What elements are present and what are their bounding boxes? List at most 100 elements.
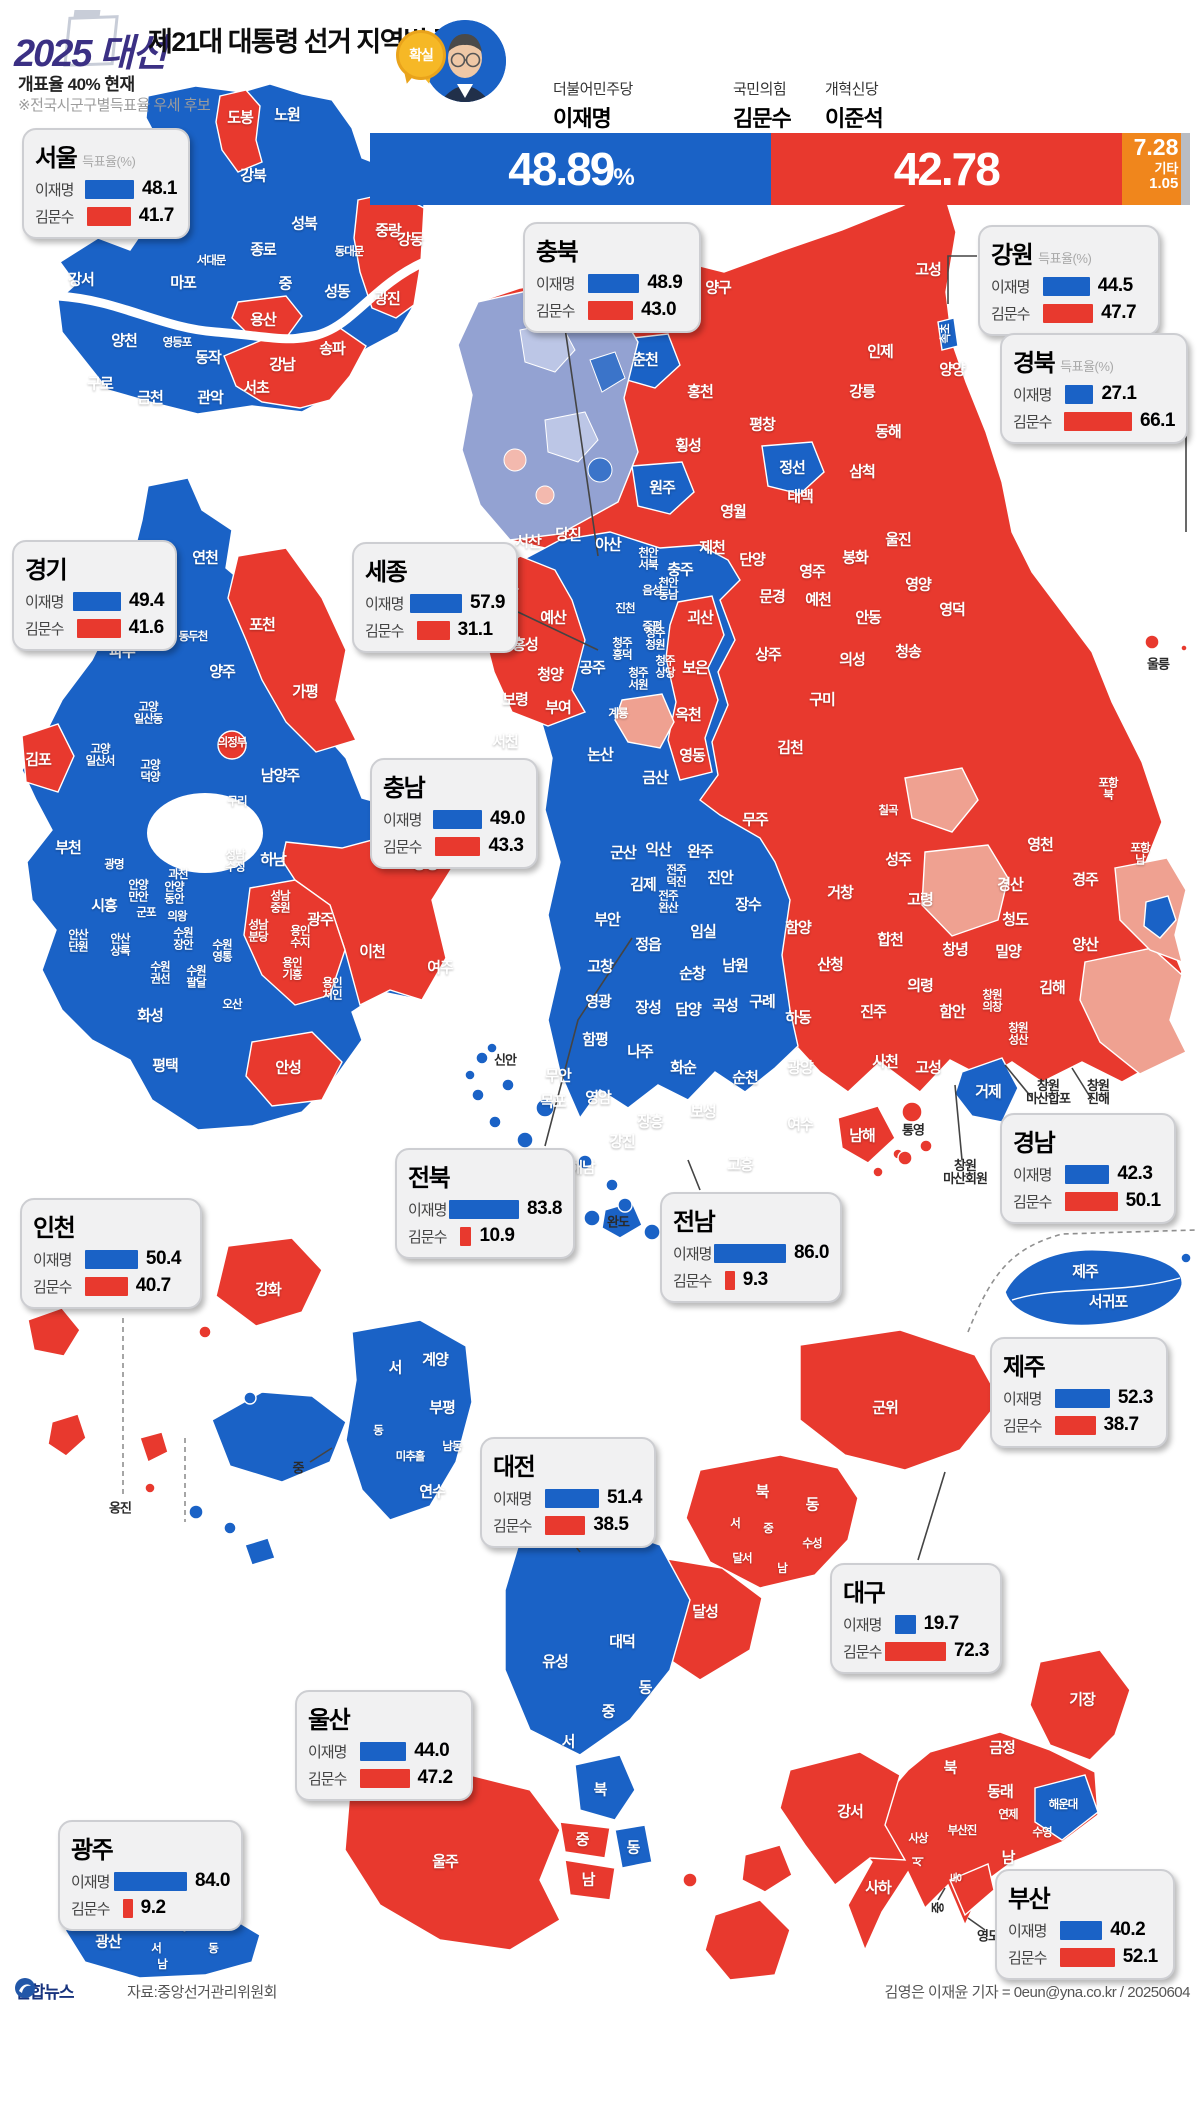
region-title: 강원 득표율(%) xyxy=(991,242,1092,269)
footer: 연합뉴스 자료:중앙선거관리위원회 김영은 이재윤 기자 = 0eun@yna.… xyxy=(15,1978,1190,2008)
ulsan-map xyxy=(344,1754,653,1951)
national-result-bar: 48.89% 42.78 7.28 기타 1.05 xyxy=(370,133,1190,205)
kim-row: 김문수 50.1 xyxy=(1013,1190,1161,1211)
kim-row: 김문수 9.3 xyxy=(673,1269,768,1290)
region-box-seoul: 서울 득표율(%) 이재명 48.1 김문수 41.7 xyxy=(22,128,190,239)
party-name: 더불어민주당 xyxy=(553,81,633,98)
candidate-name: 이준석 xyxy=(825,106,884,131)
jeju-map xyxy=(967,1229,1197,1333)
bar-segment-orange: 7.28 기타 1.05 xyxy=(1121,133,1182,205)
region-box-gyeonggi: 경기 이재명 49.4 김문수 41.6 xyxy=(12,540,177,651)
region-title: 울산 xyxy=(308,1707,351,1734)
region-title: 세종 xyxy=(365,559,408,586)
kim-row: 김문수 31.1 xyxy=(365,619,493,640)
lee-row: 이재명 86.0 xyxy=(673,1242,829,1263)
rate-unit-label: 득표율(%) xyxy=(1038,251,1092,266)
kim-row: 김문수 10.9 xyxy=(408,1225,515,1246)
lee-row: 이재명 50.4 xyxy=(33,1248,181,1269)
kim-row: 김문수 41.7 xyxy=(35,205,174,226)
daegu-map xyxy=(641,1329,1001,1681)
lee-row: 이재명 52.3 xyxy=(1003,1387,1153,1408)
region-box-gyeongbuk: 경북 득표율(%) 이재명 27.1 김문수 66.1 xyxy=(1000,333,1188,444)
subtitle-count-rate: 개표율 40% 현재 xyxy=(18,75,135,94)
region-box-jeonbuk: 전북 이재명 83.8 김문수 10.9 xyxy=(395,1148,575,1259)
region-title: 충남 xyxy=(383,775,426,802)
lee-row: 이재명 83.8 xyxy=(408,1198,562,1219)
candidate-name: 이재명 xyxy=(553,106,612,131)
bar-segment-blue: 48.89% xyxy=(370,133,771,205)
subtitle-note: ※전국시군구별득표율 우세 후보 xyxy=(18,97,211,114)
reporter-credit: 김영은 이재윤 기자 = 0eun@yna.co.kr / 20250604 xyxy=(884,1984,1190,2001)
lee-row: 이재명 57.9 xyxy=(365,592,505,613)
candidate-face-icon xyxy=(424,20,506,102)
kim-row: 김문수 47.2 xyxy=(308,1767,453,1788)
region-title: 전남 xyxy=(673,1209,716,1236)
region-box-gangwon: 강원 득표율(%) 이재명 44.5 김문수 47.7 xyxy=(978,225,1160,336)
kim-row: 김문수 43.3 xyxy=(383,835,524,856)
kim-row: 김문수 41.6 xyxy=(25,617,164,638)
region-title: 경북 득표율(%) xyxy=(1013,350,1114,377)
rate-unit-label: 득표율(%) xyxy=(1060,359,1114,374)
kim-row: 김문수 40.7 xyxy=(33,1275,171,1296)
lee-row: 이재명 44.0 xyxy=(308,1740,450,1761)
lee-row: 이재명 19.7 xyxy=(843,1613,959,1634)
kim-row: 김문수 72.3 xyxy=(843,1640,989,1661)
logo: 2025 대선 xyxy=(14,10,167,75)
kim-row: 김문수 52.1 xyxy=(1008,1946,1158,1967)
region-title: 경기 xyxy=(25,557,68,584)
lee-row: 이재명 48.1 xyxy=(35,178,177,199)
ballot-slot-icon xyxy=(73,10,101,17)
busan-map xyxy=(682,1649,1131,1981)
han-river xyxy=(53,257,429,344)
region-title: 제주 xyxy=(1003,1354,1046,1381)
kim-row: 김문수 38.7 xyxy=(1003,1414,1139,1435)
region-title: 경남 xyxy=(1013,1130,1056,1157)
lee-row: 이재명 84.0 xyxy=(71,1870,230,1891)
confirmed-badge: 확실 xyxy=(396,30,446,86)
data-source: 자료:중앙선거관리위원회 xyxy=(127,1984,277,2001)
badge-label: 확실 xyxy=(396,30,446,80)
region-title: 서울 득표율(%) xyxy=(35,145,136,172)
region-title: 대구 xyxy=(843,1580,886,1607)
region-box-gwangju: 광주 이재명 84.0 김문수 9.2 xyxy=(58,1820,243,1931)
party-name: 개혁신당 xyxy=(825,81,879,98)
region-title: 충북 xyxy=(536,239,579,266)
party-name: 국민의힘 xyxy=(733,81,787,98)
candidate-photo xyxy=(424,20,506,102)
kim-row: 김문수 66.1 xyxy=(1013,410,1175,431)
logo-text: 2025 대선 xyxy=(14,33,167,75)
region-title: 인천 xyxy=(33,1215,76,1242)
yonhap-logo-icon xyxy=(15,1978,35,1998)
kim-row: 김문수 43.0 xyxy=(536,299,677,320)
others-label: 7.28 기타 1.05 xyxy=(1133,134,1179,192)
kim-row: 김문수 47.7 xyxy=(991,302,1137,323)
candidate-name: 김문수 xyxy=(733,106,792,131)
region-title: 대전 xyxy=(493,1454,536,1481)
lee-row: 이재명 49.0 xyxy=(383,808,525,829)
rate-unit-label: 득표율(%) xyxy=(82,154,136,169)
lee-row: 이재명 48.9 xyxy=(536,272,683,293)
incheon-map xyxy=(27,1237,473,1566)
lee-row: 이재명 51.4 xyxy=(493,1487,642,1508)
bar-segment-gray xyxy=(1181,133,1190,205)
lee-row: 이재명 42.3 xyxy=(1013,1163,1153,1184)
region-title: 부산 xyxy=(1008,1886,1051,1913)
connector-lines xyxy=(517,255,1187,1191)
region-title: 광주 xyxy=(71,1837,114,1864)
kim-row: 김문수 38.5 xyxy=(493,1514,629,1535)
lee-row: 이재명 40.2 xyxy=(1008,1919,1146,1940)
daejeon-map xyxy=(504,1524,691,1756)
